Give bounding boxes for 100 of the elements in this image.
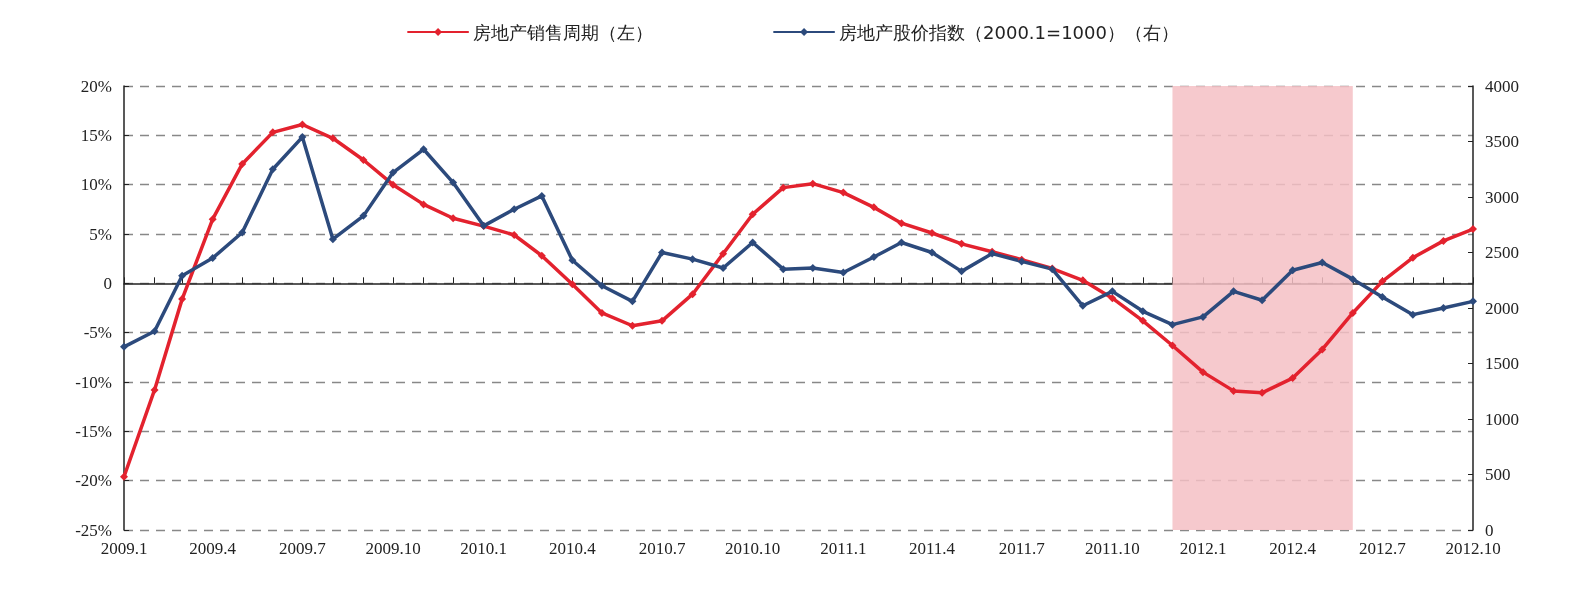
point bbox=[359, 156, 368, 164]
point bbox=[1469, 297, 1477, 306]
x-tick-label: 2009.1 bbox=[100, 539, 148, 558]
point bbox=[957, 267, 966, 276]
x-tick-label: 2009.7 bbox=[278, 539, 327, 558]
point bbox=[1168, 320, 1177, 329]
point bbox=[1439, 304, 1448, 312]
point bbox=[150, 385, 159, 394]
x-tick-label: 2012.4 bbox=[1269, 539, 1317, 558]
point bbox=[869, 252, 878, 261]
point bbox=[1199, 368, 1207, 377]
x-tick-label: 2011.7 bbox=[998, 539, 1046, 558]
point bbox=[1108, 294, 1117, 303]
point bbox=[1439, 236, 1448, 245]
point bbox=[1318, 258, 1327, 267]
y2-tick-label: 2000 bbox=[1485, 298, 1519, 318]
point bbox=[268, 128, 277, 137]
y2-tick-label: 1000 bbox=[1485, 409, 1519, 429]
x-tick-label: 2011.10 bbox=[1085, 539, 1140, 558]
y-tick-label: 5% bbox=[89, 224, 112, 244]
point bbox=[1469, 225, 1477, 234]
point bbox=[359, 211, 368, 220]
point bbox=[1378, 277, 1387, 286]
point bbox=[1138, 316, 1147, 325]
point bbox=[208, 215, 217, 224]
point bbox=[1408, 310, 1417, 319]
y2-tick-label: 1500 bbox=[1485, 354, 1519, 373]
point bbox=[597, 308, 606, 317]
x-tick-label: 2010.10 bbox=[725, 539, 781, 558]
point bbox=[1138, 307, 1147, 316]
x-tick-label: 2010.4 bbox=[548, 539, 597, 558]
point bbox=[1168, 341, 1177, 350]
point bbox=[748, 210, 757, 219]
x-tick-label: 2009.4 bbox=[189, 539, 237, 558]
point bbox=[298, 120, 307, 129]
point bbox=[688, 290, 697, 299]
point bbox=[150, 327, 159, 336]
point bbox=[658, 248, 667, 257]
point bbox=[268, 165, 277, 174]
x-tick-label: 2012.10 bbox=[1445, 539, 1501, 558]
point bbox=[419, 145, 428, 154]
point bbox=[449, 214, 458, 223]
point bbox=[928, 248, 937, 257]
point bbox=[808, 179, 817, 188]
point bbox=[897, 238, 906, 247]
point bbox=[1229, 386, 1238, 395]
point bbox=[178, 295, 187, 304]
point bbox=[1288, 266, 1297, 275]
y2-tick-label: 3500 bbox=[1485, 132, 1519, 151]
point bbox=[928, 229, 937, 238]
y-tick-label: 10% bbox=[80, 175, 112, 195]
point bbox=[328, 235, 337, 244]
point bbox=[1408, 253, 1417, 262]
point bbox=[897, 219, 906, 228]
point bbox=[839, 188, 848, 197]
point bbox=[1288, 374, 1297, 383]
point bbox=[688, 255, 697, 264]
y-tick-label: -10% bbox=[75, 372, 112, 392]
x-tick-label: 2012.7 bbox=[1358, 539, 1407, 558]
y-tick-label: -25% bbox=[75, 520, 112, 540]
point bbox=[869, 203, 878, 212]
y-tick-label: 15% bbox=[80, 125, 112, 145]
legend-label: 房地产销售周期（左） bbox=[473, 21, 654, 43]
point bbox=[238, 228, 247, 237]
point bbox=[1318, 345, 1327, 354]
x-tick-label: 2010.1 bbox=[460, 539, 508, 558]
point bbox=[449, 178, 458, 187]
point bbox=[779, 183, 788, 192]
point bbox=[1378, 292, 1387, 301]
point bbox=[597, 281, 606, 290]
point bbox=[1258, 296, 1267, 305]
point bbox=[389, 180, 398, 189]
point bbox=[628, 297, 637, 306]
y2-tick-label: 0 bbox=[1485, 520, 1494, 540]
point bbox=[208, 254, 217, 263]
point bbox=[1229, 287, 1238, 296]
point bbox=[1078, 276, 1087, 285]
point bbox=[568, 280, 577, 289]
y2-tick-label: 3000 bbox=[1485, 187, 1519, 207]
point bbox=[510, 205, 519, 214]
point bbox=[238, 159, 247, 168]
point bbox=[748, 238, 757, 247]
point bbox=[389, 168, 398, 177]
point bbox=[658, 316, 667, 325]
point bbox=[178, 271, 187, 280]
point bbox=[328, 134, 337, 143]
point bbox=[719, 264, 728, 273]
x-tick-label: 2011.1 bbox=[820, 539, 867, 558]
y-tick-label: 0 bbox=[103, 273, 112, 293]
y-tick-label: -5% bbox=[83, 323, 112, 343]
x-tick-label: 2009.10 bbox=[365, 539, 421, 558]
y2-tick-label: 2500 bbox=[1485, 243, 1519, 262]
y-tick-label: 20% bbox=[80, 76, 112, 96]
point bbox=[120, 472, 128, 481]
point bbox=[537, 191, 546, 200]
y2-tick-label: 500 bbox=[1485, 465, 1511, 484]
point bbox=[537, 251, 546, 260]
x-tick-label: 2010.7 bbox=[638, 539, 686, 558]
point bbox=[957, 239, 966, 248]
y-tick-label: -20% bbox=[75, 471, 112, 491]
